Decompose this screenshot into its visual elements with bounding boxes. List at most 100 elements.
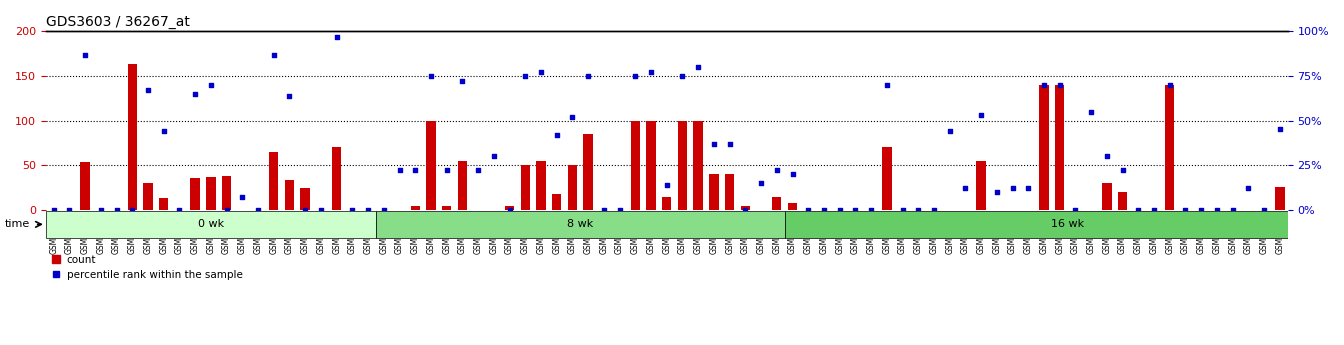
- Point: [1001, 186, 1023, 191]
- Point: [531, 70, 552, 75]
- Bar: [301, 188, 310, 210]
- Point: [184, 91, 206, 97]
- Point: [687, 64, 708, 70]
- Point: [247, 207, 269, 213]
- Bar: [332, 147, 341, 210]
- Bar: [144, 183, 153, 210]
- Bar: [1165, 85, 1175, 210]
- Point: [546, 132, 567, 138]
- Point: [263, 52, 285, 57]
- Point: [278, 93, 300, 98]
- Point: [405, 168, 426, 173]
- Point: [121, 207, 142, 213]
- Bar: [206, 177, 215, 210]
- Point: [797, 207, 818, 213]
- Point: [1097, 154, 1118, 159]
- Point: [640, 70, 661, 75]
- Bar: [976, 161, 986, 210]
- Point: [907, 207, 929, 213]
- Point: [954, 186, 976, 191]
- Bar: [583, 134, 593, 210]
- Point: [1222, 207, 1243, 213]
- Bar: [788, 203, 797, 210]
- Point: [1034, 82, 1055, 88]
- Point: [986, 189, 1008, 195]
- Bar: [458, 161, 468, 210]
- Bar: [630, 120, 640, 210]
- Point: [499, 207, 520, 213]
- Bar: [1102, 183, 1111, 210]
- Bar: [677, 120, 687, 210]
- Point: [876, 82, 898, 88]
- Point: [137, 88, 159, 93]
- Bar: [1039, 85, 1048, 210]
- Point: [970, 112, 992, 118]
- Point: [106, 207, 128, 213]
- Bar: [520, 165, 530, 210]
- Point: [310, 207, 332, 213]
- Point: [452, 79, 473, 84]
- Point: [1254, 207, 1275, 213]
- Point: [43, 207, 65, 213]
- Point: [216, 207, 238, 213]
- Point: [90, 207, 112, 213]
- Bar: [724, 174, 734, 210]
- Point: [74, 52, 95, 57]
- Point: [482, 154, 504, 159]
- Bar: [442, 206, 452, 210]
- FancyBboxPatch shape: [46, 211, 376, 238]
- Point: [59, 207, 81, 213]
- Point: [468, 168, 489, 173]
- Legend: count, percentile rank within the sample: count, percentile rank within the sample: [51, 255, 242, 280]
- Bar: [741, 206, 750, 210]
- Point: [1238, 186, 1259, 191]
- Bar: [269, 152, 278, 210]
- Point: [625, 73, 646, 79]
- Point: [169, 207, 191, 213]
- Bar: [285, 180, 294, 210]
- Point: [672, 73, 694, 79]
- Bar: [567, 165, 577, 210]
- Bar: [1118, 192, 1128, 210]
- Bar: [191, 178, 200, 210]
- Bar: [552, 194, 562, 210]
- Bar: [222, 176, 231, 210]
- Text: time: time: [5, 219, 30, 229]
- Bar: [694, 120, 703, 210]
- Bar: [505, 206, 515, 210]
- Bar: [882, 147, 891, 210]
- Bar: [159, 198, 168, 210]
- Point: [515, 73, 536, 79]
- Bar: [81, 162, 90, 210]
- Bar: [410, 206, 419, 210]
- Point: [829, 207, 851, 213]
- Point: [750, 180, 771, 186]
- Point: [200, 82, 222, 88]
- Point: [325, 34, 347, 40]
- Point: [766, 168, 788, 173]
- Point: [593, 207, 614, 213]
- Point: [1144, 207, 1165, 213]
- Point: [231, 195, 253, 200]
- Point: [421, 73, 442, 79]
- Point: [1269, 127, 1290, 132]
- Point: [435, 168, 457, 173]
- Point: [1206, 207, 1227, 213]
- Point: [735, 207, 757, 213]
- Point: [1128, 207, 1149, 213]
- Point: [1159, 82, 1180, 88]
- Point: [813, 207, 835, 213]
- Text: 0 wk: 0 wk: [198, 219, 224, 229]
- Point: [341, 207, 363, 213]
- Point: [860, 207, 882, 213]
- Point: [609, 207, 630, 213]
- Point: [844, 207, 866, 213]
- Point: [1191, 207, 1212, 213]
- Point: [892, 207, 914, 213]
- Point: [388, 168, 410, 173]
- Text: GDS3603 / 36267_at: GDS3603 / 36267_at: [46, 15, 190, 29]
- Bar: [663, 197, 672, 210]
- Point: [374, 207, 395, 213]
- Bar: [536, 161, 546, 210]
- Point: [719, 141, 741, 147]
